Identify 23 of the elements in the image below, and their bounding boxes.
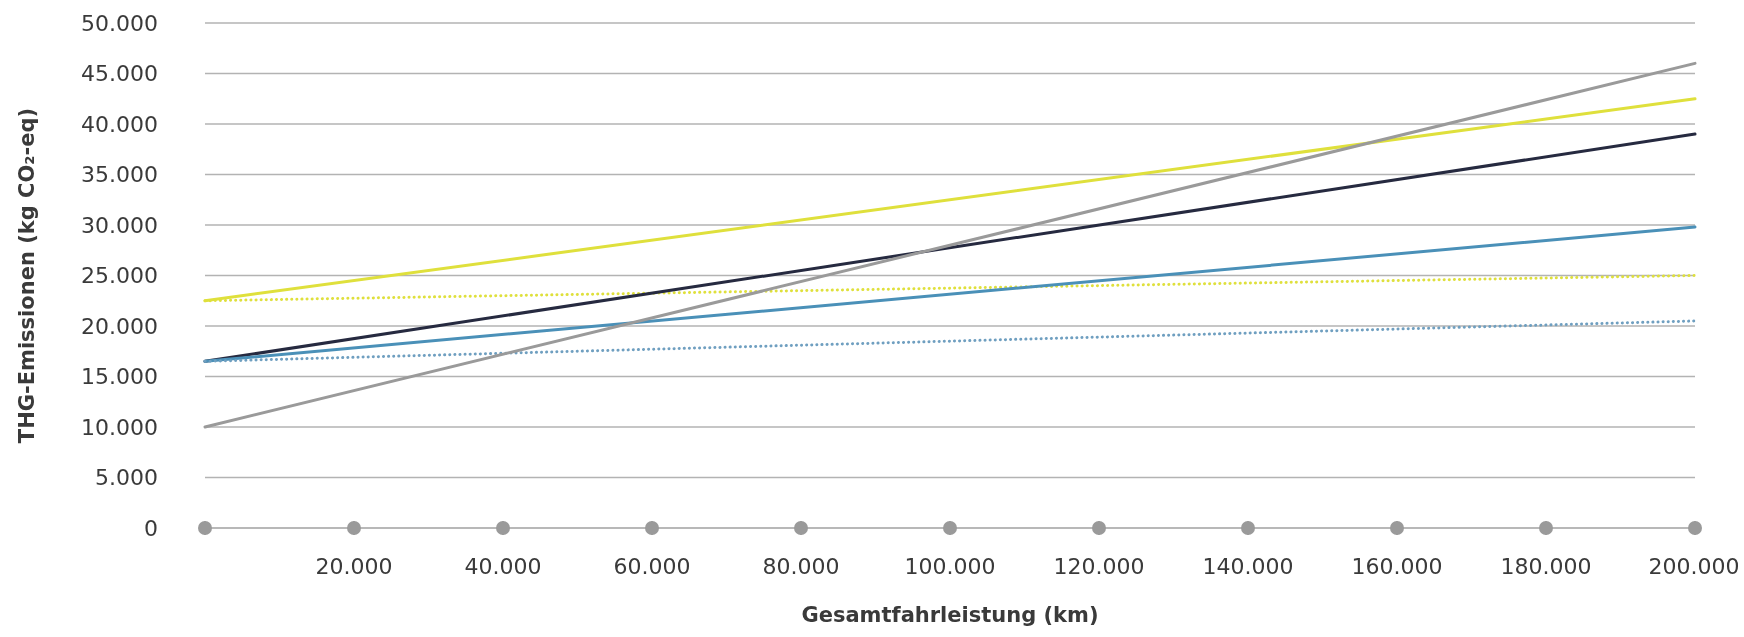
- x-tick-label: 100.000: [904, 554, 996, 579]
- x-tick-label: 180.000: [1500, 554, 1592, 579]
- y-tick-label: 20.000: [81, 313, 158, 339]
- y-tick-label: 25.000: [81, 263, 158, 289]
- y-tick-label: 50.000: [81, 10, 158, 36]
- x-tick-label: 160.000: [1351, 554, 1443, 579]
- x-tick-label: 40.000: [464, 554, 542, 579]
- y-tick-label: 35.000: [81, 162, 158, 188]
- x-tick-label: 140.000: [1202, 554, 1294, 579]
- y-tick-label: 10.000: [81, 414, 158, 440]
- y-tick-label: 40.000: [81, 111, 158, 137]
- y-tick-label: 15.000: [81, 364, 158, 390]
- x-tick-label: 120.000: [1053, 554, 1145, 579]
- y-tick-label: 45.000: [81, 61, 158, 87]
- x-tick-label: 80.000: [762, 554, 840, 579]
- y-tick-label: 5.000: [95, 465, 158, 491]
- y-axis-title: THG-Emissionen (kg CO₂-eq): [15, 107, 39, 444]
- y-tick-label: 30.000: [81, 212, 158, 238]
- x-tick-label: 200.000: [1648, 554, 1740, 579]
- x-axis-title: Gesamtfahrleistung (km): [801, 603, 1099, 627]
- y-tick-label: 0: [144, 515, 158, 541]
- x-tick-label: 60.000: [613, 554, 691, 579]
- x-tick-label: 20.000: [315, 554, 393, 579]
